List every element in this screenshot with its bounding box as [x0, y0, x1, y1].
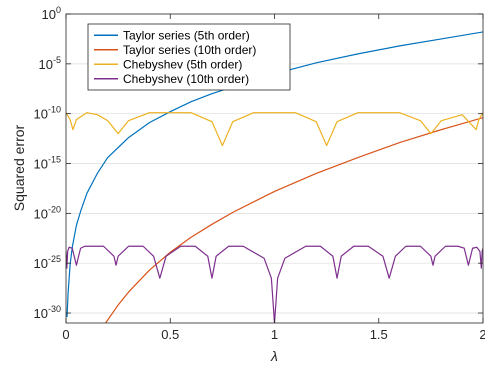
x-tick-label: 2 [479, 327, 485, 342]
legend-label-4: Chebyshev (10th order) [123, 72, 249, 86]
y-tick-label-base: 10 [39, 57, 53, 72]
x-tick-label: 0.5 [161, 327, 179, 342]
y-tick-label-base: 10 [34, 107, 48, 122]
y-tick-label-exponent: -20 [48, 204, 61, 214]
y-tick-label: 100 [42, 5, 61, 22]
y-tick-label: 10-5 [39, 55, 61, 72]
y-tick-label-base: 10 [34, 157, 48, 172]
y-tick-label: 10-25 [34, 254, 61, 271]
series-line-2 [105, 117, 483, 323]
series-line-1 [66, 31, 483, 318]
legend-label-2: Taylor series (10th order) [123, 43, 256, 57]
x-axis-label: λ [270, 348, 278, 364]
y-tick-label-base: 10 [34, 256, 48, 271]
series-line-3 [66, 112, 483, 147]
y-tick-label-exponent: 0 [56, 5, 61, 15]
y-tick-label-exponent: -5 [53, 55, 61, 65]
legend-label-1: Taylor series (5th order) [123, 28, 250, 42]
y-tick-label-exponent: -30 [48, 304, 61, 314]
y-tick-label-exponent: -10 [48, 105, 61, 115]
y-tick-label: 10-20 [34, 204, 61, 221]
y-axis-label: Squared error [11, 124, 27, 211]
y-tick-label: 10-15 [34, 155, 61, 172]
x-tick-label: 1.5 [370, 327, 388, 342]
y-tick-label-base: 10 [34, 206, 48, 221]
legend-label-3: Chebyshev (5th order) [123, 57, 242, 71]
legend-box [87, 23, 291, 91]
y-tick-label: 10-30 [34, 304, 61, 321]
x-tick-label: 0 [62, 327, 69, 342]
y-tick-label-exponent: -15 [48, 155, 61, 165]
legend: Taylor series (5th order)Taylor series (… [87, 23, 291, 91]
y-tick-label: 10-10 [34, 105, 61, 122]
x-tick-label: 1 [271, 327, 278, 342]
series-line-4 [66, 245, 483, 323]
series-layer [66, 31, 483, 323]
y-tick-label-exponent: -25 [48, 254, 61, 264]
y-tick-label-base: 10 [34, 306, 48, 321]
axis-ticks [65, 13, 484, 323]
series-group [66, 31, 483, 323]
y-tick-label-base: 10 [42, 7, 56, 22]
